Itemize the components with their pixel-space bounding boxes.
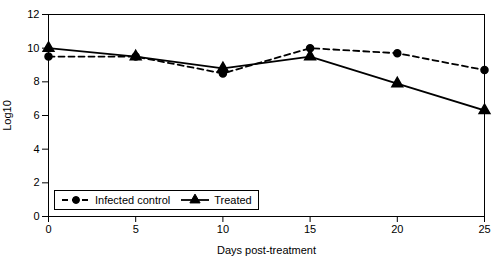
svg-text:4: 4 (33, 143, 39, 155)
svg-text:0: 0 (45, 223, 51, 235)
svg-text:10: 10 (27, 42, 39, 54)
svg-text:Days post-treatment: Days post-treatment (217, 244, 316, 256)
svg-text:25: 25 (478, 223, 490, 235)
svg-text:8: 8 (33, 75, 39, 87)
svg-text:0: 0 (33, 210, 39, 222)
html-text:Infected control: Infected control (95, 194, 171, 206)
svg-text:12: 12 (27, 8, 39, 20)
svg-text:15: 15 (304, 223, 316, 235)
svg-text:2: 2 (33, 176, 39, 188)
svg-text:10: 10 (217, 223, 229, 235)
svg-text:20: 20 (391, 223, 403, 235)
svg-text:5: 5 (133, 223, 139, 235)
svg-text:6: 6 (33, 109, 39, 121)
html-text:Treated: Treated (214, 194, 252, 206)
svg-text:Log10: Log10 (1, 100, 13, 131)
